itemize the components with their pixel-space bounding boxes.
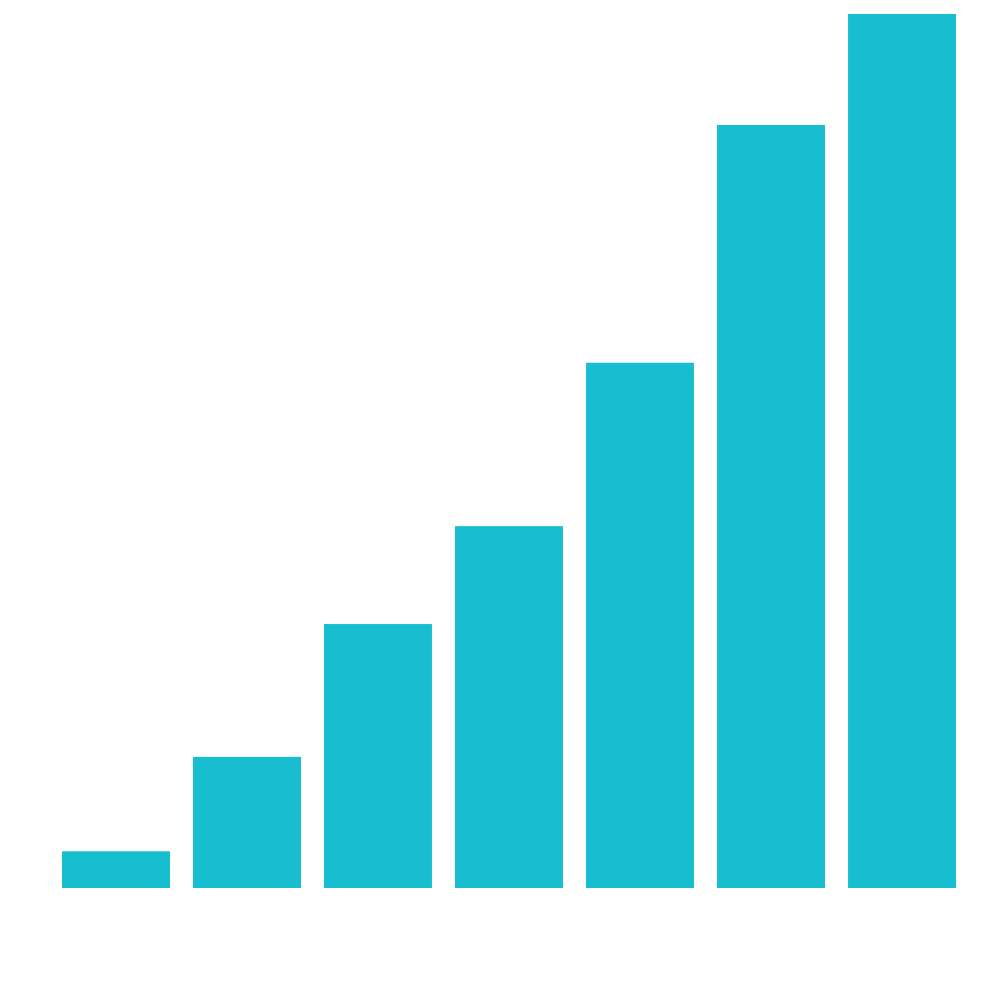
bar — [324, 624, 432, 888]
bar — [586, 362, 694, 888]
bar — [455, 526, 563, 888]
bar — [62, 851, 170, 888]
bar — [848, 14, 956, 888]
bar — [717, 124, 825, 889]
bar — [193, 756, 301, 888]
